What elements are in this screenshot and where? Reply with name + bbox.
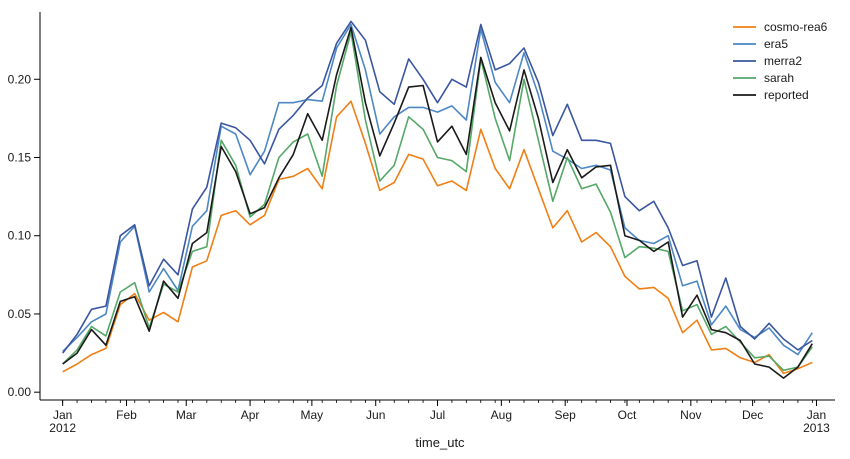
x-tick-label: Mar — [176, 408, 197, 422]
x-tick-sublabel: 2013 — [803, 421, 830, 435]
x-tick-label: Nov — [680, 408, 701, 422]
x-tick-sublabel: 2012 — [49, 421, 76, 435]
series-line-merra2 — [62, 20, 813, 354]
legend-label-reported: reported — [764, 88, 809, 102]
x-tick-label: May — [301, 408, 324, 422]
legend: cosmo-rea6 era5 merra2 sarah reported — [733, 20, 828, 102]
x-tick-label: Feb — [116, 408, 137, 422]
series-line-reported — [62, 26, 813, 379]
x-tick-label: Jun — [366, 408, 385, 422]
y-tick-label: 0.15 — [8, 151, 32, 165]
y-tick-label: 0.20 — [8, 72, 32, 86]
x-tick-label: Jul — [430, 408, 445, 422]
series-lines — [62, 20, 813, 379]
x-tick-label: Apr — [241, 408, 260, 422]
legend-label-sarah: sarah — [764, 71, 794, 85]
x-tick-label: Sep — [555, 408, 577, 422]
series-line-era5 — [62, 23, 813, 356]
legend-label-era5: era5 — [764, 37, 788, 51]
x-tick-label: Jan — [53, 408, 72, 422]
y-tick-label: 0.05 — [8, 307, 32, 321]
y-tick-label: 0.10 — [8, 229, 32, 243]
x-tick-label: Dec — [742, 408, 763, 422]
legend-label-merra2: merra2 — [764, 54, 802, 68]
y-axis: 0.00 0.05 0.10 0.15 0.20 — [8, 12, 41, 400]
series-line-cosmo-rea6 — [62, 100, 813, 375]
x-tick-label: Oct — [618, 408, 637, 422]
x-tick-label: Aug — [491, 408, 512, 422]
legend-label-cosmo-rea6: cosmo-rea6 — [764, 20, 828, 34]
x-tick-label: Jan — [807, 408, 826, 422]
y-tick-label: 0.00 — [8, 385, 32, 399]
x-axis-label: time_utc — [415, 435, 465, 450]
